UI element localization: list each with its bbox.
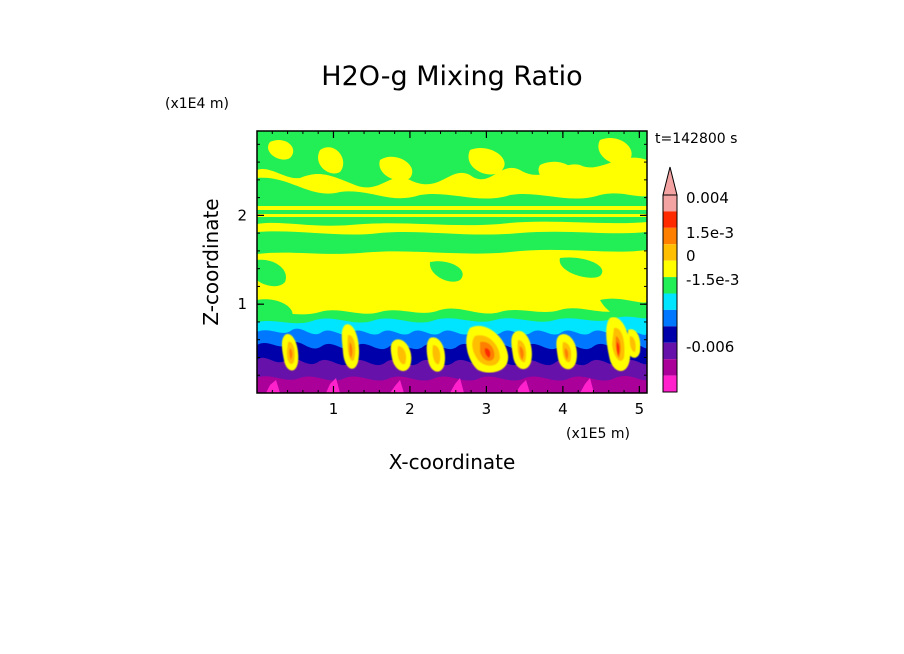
x-tick-label: 4 xyxy=(558,400,568,418)
colorbar-swatch xyxy=(663,326,677,343)
plume xyxy=(341,324,360,369)
plume xyxy=(390,339,412,372)
colorbar-swatch xyxy=(663,277,677,294)
colorbar-level-label: 0.004 xyxy=(686,189,729,207)
y-tick-label: 1 xyxy=(237,295,247,313)
colorbar-swatch xyxy=(663,293,677,310)
colorbar-swatch xyxy=(663,309,677,327)
colorbar-swatch xyxy=(663,195,677,212)
colorbar-swatch xyxy=(663,244,677,261)
y-axis: 12 xyxy=(237,143,647,376)
chart-title: H2O-g Mixing Ratio xyxy=(321,61,582,92)
colorbar-frame xyxy=(662,194,678,393)
colorbar-swatch xyxy=(663,375,677,392)
x-axis: 1 2 3 4 5 xyxy=(271,131,645,418)
plot-frame xyxy=(256,130,648,394)
time-label: t=142800 s xyxy=(655,131,737,147)
bottom-streaks xyxy=(266,378,594,393)
colorbar-level-label: -1.5e-3 xyxy=(686,271,739,289)
colorbar-swatch xyxy=(663,211,677,228)
colorbar-level-label: -0.006 xyxy=(686,338,734,356)
plume xyxy=(627,329,641,358)
contour-field xyxy=(257,131,647,393)
colorbar-swatch xyxy=(663,359,677,376)
colorbar-level-label: 0 xyxy=(686,247,696,265)
y-unit-label: (x1E4 m) xyxy=(165,96,229,112)
convective-plumes xyxy=(281,317,641,373)
colorbar: 0.004 1.5e-3 0 -1.5e-3 -0.006 xyxy=(662,166,739,393)
plume xyxy=(606,317,631,371)
plume xyxy=(511,330,532,370)
x-tick-label: 3 xyxy=(482,400,492,418)
colorbar-swatch xyxy=(663,227,677,245)
plume xyxy=(426,337,446,372)
layer-stripes xyxy=(257,206,647,243)
x-tick-label: 2 xyxy=(405,400,415,418)
x-tick-label: 1 xyxy=(329,400,339,418)
plume xyxy=(466,325,509,373)
colorbar-swatch xyxy=(663,260,677,278)
x-unit-label: (x1E5 m) xyxy=(566,426,630,442)
y-tick-label: 2 xyxy=(237,206,247,224)
x-tick-label: 5 xyxy=(635,400,645,418)
colorbar-level-label: 1.5e-3 xyxy=(686,224,734,242)
y-axis-label: Z-coordinate xyxy=(199,198,223,325)
colorbar-arrow xyxy=(662,166,678,196)
plume xyxy=(556,334,577,370)
colorbar-swatch xyxy=(663,342,677,360)
plume xyxy=(281,334,299,371)
x-axis-label: X-coordinate xyxy=(389,450,516,474)
